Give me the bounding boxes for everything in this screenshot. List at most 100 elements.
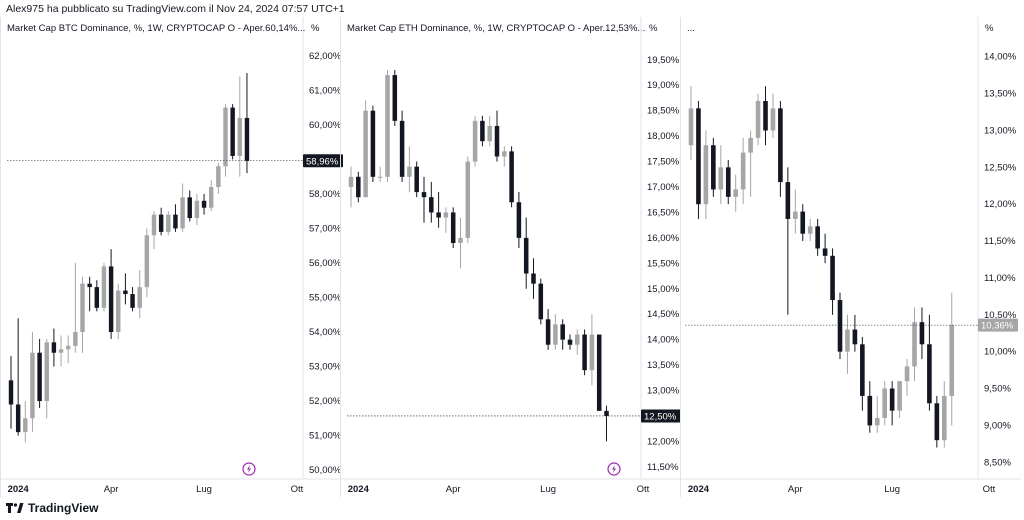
candle-body — [509, 151, 514, 203]
x-tick-label: 2024 — [8, 484, 30, 495]
candle-body — [414, 166, 419, 193]
x-tick-label: Apr — [446, 484, 461, 495]
candle-body — [180, 197, 185, 229]
candle-body — [37, 352, 42, 402]
y-tick-label: 16,50% — [647, 207, 680, 218]
last-price-label: 58,96% — [306, 156, 339, 167]
candle-body — [230, 107, 235, 156]
y-tick-label: 14,50% — [647, 309, 680, 320]
candle-body — [494, 125, 500, 157]
candle-body — [711, 145, 716, 190]
candle-body — [116, 290, 121, 332]
y-tick-label: 14,00% — [647, 335, 680, 346]
candle-body — [407, 166, 412, 177]
lightning-event-icon — [607, 462, 621, 476]
candle-body — [173, 214, 178, 229]
candle-body — [516, 202, 522, 238]
candle-body — [949, 325, 955, 396]
candle-body — [897, 381, 902, 411]
y-tick-label: 54,00% — [309, 327, 342, 338]
y-tick-label: 17,50% — [647, 157, 680, 168]
candle-body — [65, 345, 71, 350]
candle-body — [101, 266, 107, 308]
candle-body — [108, 266, 114, 332]
candle-body — [137, 287, 142, 308]
y-tick-label: 8,50% — [984, 457, 1011, 468]
candle-body — [800, 211, 806, 234]
y-tick-label: 19,00% — [647, 80, 680, 91]
x-tick-label: Lug — [540, 484, 556, 495]
candle-body — [51, 342, 57, 353]
candle-body — [87, 283, 92, 288]
y-tick-label: 52,00% — [309, 396, 342, 407]
y-tick-label: 11,00% — [984, 273, 1016, 284]
third-chart-canvas[interactable]: 14,00% 13,50% 13,00% 12,50% 12,00% 11,50% 11,0… — [681, 17, 1021, 497]
candle-body — [882, 388, 888, 419]
tradingview-logo-icon — [6, 503, 24, 513]
candle-body — [370, 110, 376, 177]
candle-body — [472, 120, 478, 162]
candle-body — [363, 110, 368, 198]
candle-body — [538, 283, 544, 320]
candle-body — [30, 352, 35, 419]
candle-body — [733, 189, 739, 197]
candle-body — [244, 117, 250, 161]
y-tick-label: 58,00% — [309, 189, 342, 200]
candle-body — [845, 329, 850, 352]
y-tick-label: 11,50% — [647, 462, 679, 473]
y-tick-label: 57,00% — [309, 223, 342, 234]
y-tick-label: 12,50% — [984, 162, 1017, 173]
candle-body — [919, 322, 925, 345]
candle-body — [822, 248, 828, 256]
candle-body — [553, 324, 558, 345]
btc-chart-canvas[interactable]: 62,00%61,00%60,00%59,00%58,00%57,00%56,0… — [1, 17, 343, 497]
candle-body — [377, 176, 383, 178]
candle-body — [718, 167, 724, 190]
x-tick-label: Ott — [637, 484, 650, 495]
candle-body — [778, 108, 783, 183]
candle-body — [8, 380, 14, 405]
last-price-tag — [978, 318, 1018, 332]
x-tick-label: Apr — [104, 484, 119, 495]
y-tick-label: 15,00% — [647, 284, 680, 295]
candle-body — [487, 125, 492, 142]
candle-body — [725, 167, 731, 197]
candle-body — [392, 75, 398, 121]
y-tick-label: 13,50% — [647, 360, 680, 371]
candle-body — [688, 108, 694, 146]
candle-body — [696, 108, 701, 205]
candle-body — [502, 151, 507, 157]
candle-body — [123, 290, 128, 295]
candle-body — [567, 339, 573, 345]
candle-body — [166, 214, 171, 232]
y-tick-label: 55,00% — [309, 292, 342, 303]
candle-body — [904, 366, 910, 382]
y-tick-label: 50,00% — [309, 465, 342, 476]
candle-body — [703, 145, 709, 205]
candle-body — [187, 197, 192, 219]
candle-body — [589, 334, 595, 371]
candle-body — [144, 235, 150, 288]
x-tick-label: Ott — [291, 484, 304, 495]
candle-body — [237, 117, 243, 156]
x-tick-label: Ott — [983, 484, 996, 495]
candle-body — [436, 212, 441, 218]
candle-body — [830, 255, 835, 301]
candle-body — [421, 192, 427, 198]
y-axis-unit: % — [311, 23, 320, 34]
y-tick-label: 13,00% — [647, 386, 680, 397]
y-axis-unit: % — [985, 23, 994, 34]
candle-body — [465, 161, 471, 238]
chart-title: ... — [687, 23, 695, 34]
lightning-event-icon — [242, 462, 256, 476]
candle-body — [575, 334, 580, 345]
tradingview-logo-text: TradingView — [28, 501, 99, 515]
candle-body — [531, 273, 536, 284]
candle-body — [201, 200, 207, 208]
candle-body — [523, 237, 529, 274]
candle-body — [15, 404, 21, 433]
last-price-label: 10,36% — [981, 321, 1014, 332]
y-tick-label: 11,50% — [984, 236, 1016, 247]
eth-chart-canvas[interactable]: 19,50% 19,00% 18,50% 18,00% 17,50% 17,00% 16,5… — [341, 17, 681, 497]
chart-title: Market Cap ETH Dominance, %, 1W, CRYPTOC… — [347, 23, 646, 34]
